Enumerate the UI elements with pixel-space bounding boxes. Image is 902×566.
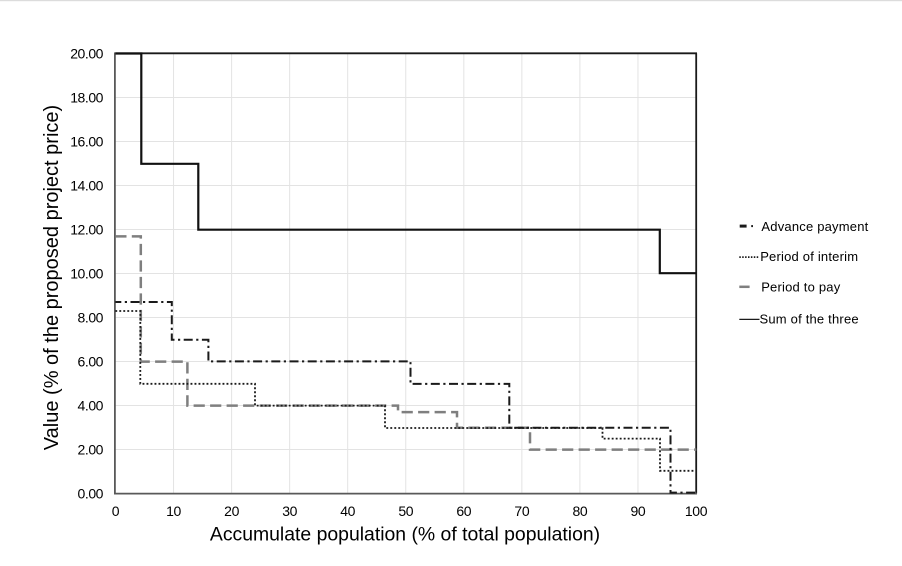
svg-text:0.00: 0.00	[78, 486, 104, 502]
svg-text:Sum of the three: Sum of the three	[760, 311, 859, 326]
svg-text:20: 20	[224, 503, 239, 519]
svg-text:10.00: 10.00	[70, 266, 103, 282]
svg-text:16.00: 16.00	[70, 134, 103, 150]
svg-text:70: 70	[514, 503, 529, 519]
svg-text:Advance payment: Advance payment	[761, 219, 868, 234]
svg-text:12.00: 12.00	[70, 222, 103, 238]
svg-text:2.00: 2.00	[78, 442, 104, 458]
svg-text:100: 100	[685, 503, 708, 519]
svg-text:Period to pay: Period to pay	[761, 279, 841, 294]
svg-text:80: 80	[572, 503, 587, 519]
svg-text:4.00: 4.00	[78, 398, 104, 414]
svg-text:Accumulate population (% of to: Accumulate population (% of total popula…	[210, 524, 600, 546]
svg-text:50: 50	[398, 503, 413, 519]
svg-text:40: 40	[340, 503, 355, 519]
svg-text:10: 10	[166, 503, 181, 519]
svg-text:6.00: 6.00	[78, 354, 104, 370]
svg-text:60: 60	[456, 503, 471, 519]
svg-text:14.00: 14.00	[70, 178, 103, 194]
svg-text:90: 90	[631, 503, 646, 519]
svg-text:30: 30	[282, 503, 297, 519]
svg-text:Period of interim: Period of interim	[760, 249, 858, 264]
svg-text:8.00: 8.00	[78, 310, 104, 326]
svg-text:0: 0	[112, 503, 120, 519]
svg-text:20.00: 20.00	[70, 46, 103, 62]
svg-text:18.00: 18.00	[70, 90, 103, 106]
svg-text:Value (% of the proposed proje: Value (% of the proposed project price)	[41, 105, 63, 450]
